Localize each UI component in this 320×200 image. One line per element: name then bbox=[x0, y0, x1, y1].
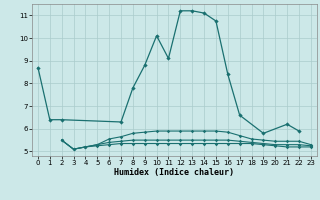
X-axis label: Humidex (Indice chaleur): Humidex (Indice chaleur) bbox=[115, 168, 234, 177]
